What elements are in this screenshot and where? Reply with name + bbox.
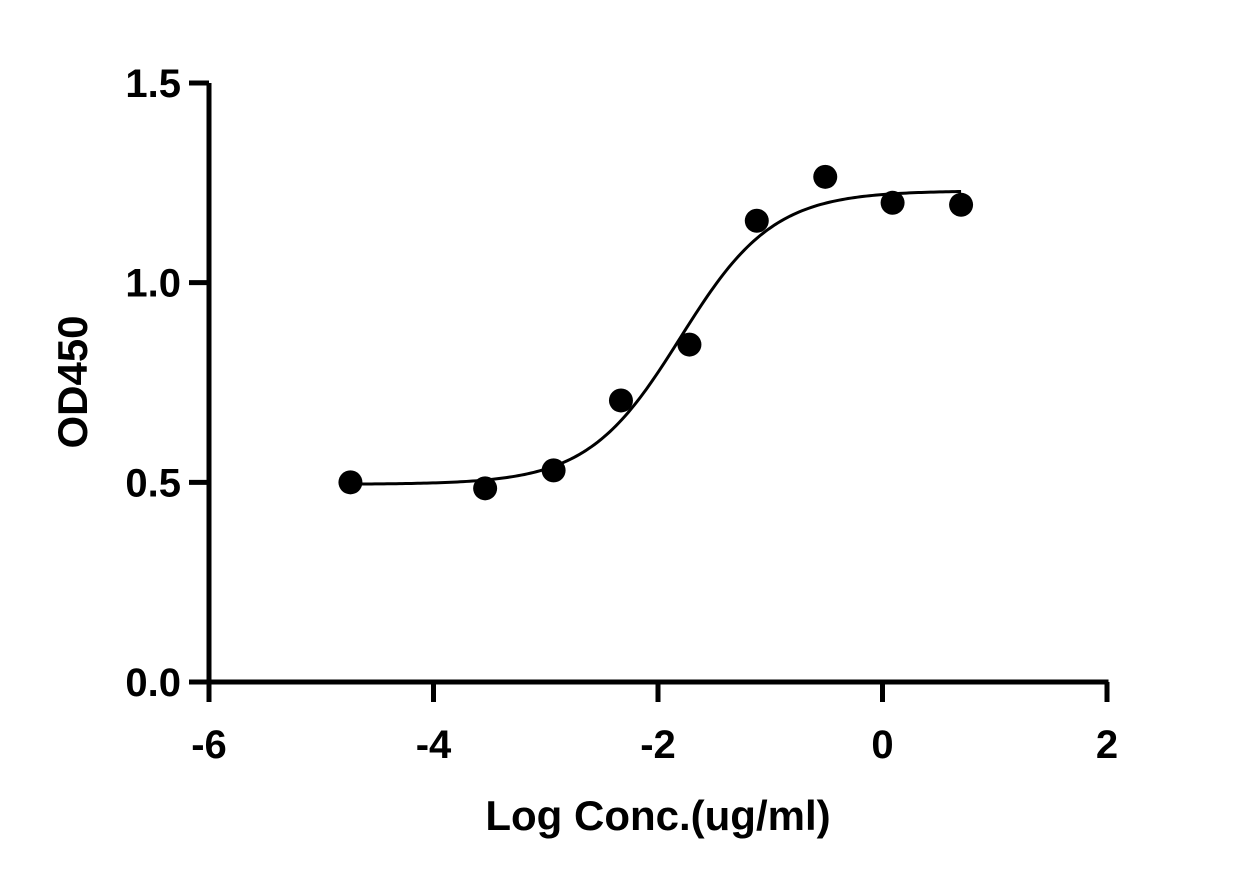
x-tick-label: 0 [871,723,893,767]
x-tick-label: -2 [640,723,676,767]
fit-curve-layer [350,190,962,486]
x-tick-label: -6 [191,723,227,767]
y-axis-ticks: 0.0 0.5 1.0 1.5 [125,62,209,705]
data-point [949,192,974,217]
y-axis-title: OD450 [49,315,96,448]
y-tick-label: 1.0 [125,262,181,306]
y-tick-label: 0.5 [125,461,181,505]
data-points-layer [338,164,974,501]
x-axis-ticks: -6 -4 -2 0 2 [191,682,1118,767]
fit-curve [350,190,962,486]
x-axis-title: Log Conc.(ug/ml) [485,792,830,839]
y-tick-label: 0.0 [125,661,181,705]
axes [206,83,1109,685]
data-point [338,470,363,495]
data-point [608,388,633,413]
data-point [813,164,838,189]
data-point [744,208,769,233]
data-point [677,332,702,357]
x-tick-label: 2 [1096,723,1118,767]
data-point [880,190,905,215]
y-tick-label: 1.5 [125,62,181,106]
data-point [541,458,566,483]
data-point [473,476,498,501]
x-tick-label: -4 [416,723,452,767]
